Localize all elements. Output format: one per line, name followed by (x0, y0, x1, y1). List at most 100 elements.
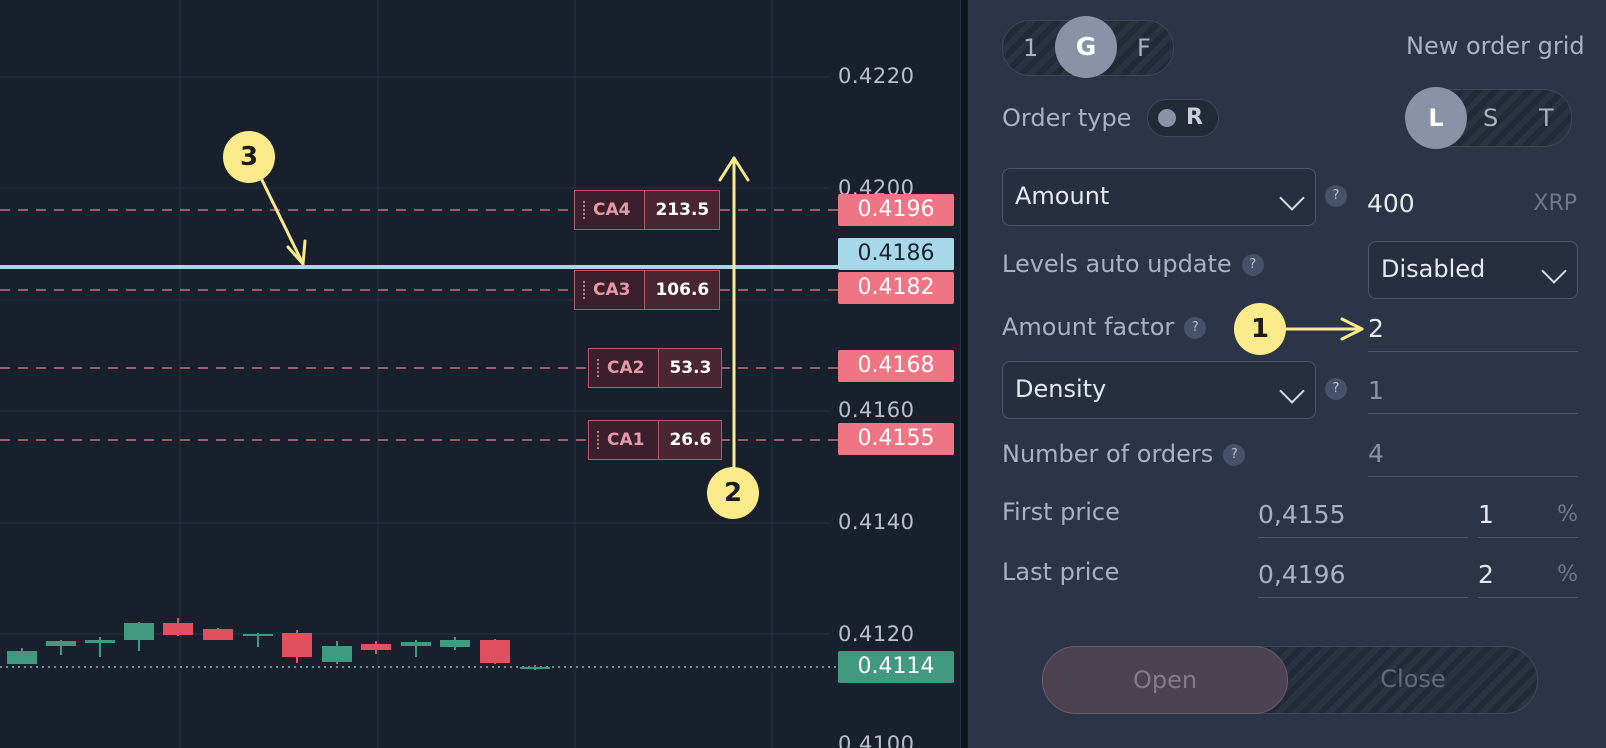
candle-body (7, 651, 37, 664)
order-name: CA3 (589, 271, 646, 309)
amount-factor-help-icon[interactable]: ? (1184, 317, 1207, 339)
drag-handle-icon[interactable] (575, 191, 589, 229)
side-toggle[interactable]: L S T (1405, 87, 1572, 149)
price-tag-ca3: 0.4182 (838, 272, 954, 304)
annotation-arrows (260, 156, 750, 470)
density-input[interactable]: 1 (1368, 362, 1578, 414)
candle-body (401, 642, 431, 646)
mode-option-g[interactable]: G (1055, 16, 1117, 78)
number-of-orders-text: Number of orders (1002, 440, 1214, 468)
axis-price-label: 0.4160 (838, 398, 915, 422)
last-price-value: 0,4196 (1258, 560, 1346, 589)
price-tag-ca1: 0.4155 (838, 423, 954, 455)
order-name: CA2 (603, 349, 660, 387)
last-price-percent: 2 (1478, 560, 1494, 589)
axis-price-label: 0.4120 (838, 622, 915, 646)
side-option-t[interactable]: T (1539, 104, 1554, 132)
price-chart[interactable]: 0.4220 0.4200 0.4160 0.4140 0.4120 0.410… (0, 0, 960, 748)
levels-auto-update-text: Levels auto update (1002, 250, 1232, 278)
order-ca4[interactable]: CA4 213.5 (574, 190, 721, 230)
drag-handle-icon[interactable] (589, 421, 603, 459)
panel-divider[interactable] (960, 0, 969, 748)
order-type-label: Order type (1002, 104, 1132, 132)
first-price-percent: 1 (1478, 500, 1494, 529)
levels-auto-update-value: Disabled (1381, 255, 1486, 283)
candle-body (520, 667, 550, 669)
first-price-percent-input[interactable]: 1 % (1478, 486, 1578, 538)
last-price-label: Last price (1002, 558, 1120, 586)
order-grid-panel: 1 G F New order grid Order type R L S T … (968, 0, 1606, 748)
axis-price-label: 0.4140 (838, 510, 915, 534)
annotation-badge-3: 3 (223, 131, 275, 183)
order-ca1[interactable]: CA1 26.6 (588, 420, 723, 460)
candle-body (243, 634, 273, 636)
candle-body (203, 629, 233, 640)
last-price-input[interactable]: 0,4196 (1258, 546, 1468, 598)
first-price-value: 0,4155 (1258, 500, 1346, 529)
order-ca2[interactable]: CA2 53.3 (588, 348, 723, 388)
order-name: CA1 (603, 421, 660, 459)
number-of-orders-value: 4 (1368, 439, 1384, 468)
chevron-down-icon (1541, 258, 1567, 284)
amount-unit: XRP (1533, 191, 1577, 216)
amount-factor-input[interactable]: 2 (1368, 300, 1578, 352)
drag-handle-icon[interactable] (575, 271, 589, 309)
order-type-toggle-label: R (1186, 105, 1203, 130)
first-price-input[interactable]: 0,4155 (1258, 486, 1468, 538)
number-of-orders-input[interactable]: 4 (1368, 425, 1578, 477)
last-price-tag: 0.4114 (838, 651, 954, 683)
mode-option-1[interactable]: 1 (1023, 34, 1039, 62)
levels-help-icon[interactable]: ? (1241, 254, 1264, 276)
amount-factor-label: Amount factor? (1002, 313, 1207, 341)
amount-value: 400 (1367, 189, 1415, 218)
annotation-badge-1: 1 (1234, 303, 1286, 355)
amount-select[interactable]: Amount (1002, 168, 1316, 226)
order-qty: 53.3 (659, 349, 722, 387)
candle-body (124, 623, 154, 640)
amount-input[interactable]: 400 XRP (1367, 168, 1577, 226)
first-price-label: First price (1002, 498, 1120, 526)
side-option-l[interactable]: L (1405, 87, 1467, 149)
levels-auto-update-label: Levels auto update? (1002, 250, 1264, 278)
order-qty: 26.6 (659, 421, 722, 459)
number-of-orders-help-icon[interactable]: ? (1223, 444, 1246, 466)
price-tag-ca4: 0.4196 (838, 194, 954, 226)
order-ca3[interactable]: CA3 106.6 (574, 270, 721, 310)
density-value: 1 (1368, 376, 1384, 405)
candle-body (322, 646, 352, 662)
order-type-toggle[interactable]: R (1147, 99, 1219, 137)
chevron-down-icon (1279, 378, 1305, 404)
number-of-orders-label: Number of orders? (1002, 440, 1246, 468)
candle-body (282, 633, 312, 657)
mode-option-f[interactable]: F (1137, 34, 1151, 62)
candle-body (440, 640, 470, 647)
axis-price-label: 0.4100 (838, 732, 915, 748)
density-help-icon[interactable]: ? (1325, 378, 1347, 400)
order-name: CA4 (589, 191, 646, 229)
mode-toggle[interactable]: 1 G F (1002, 16, 1174, 78)
side-option-s[interactable]: S (1483, 104, 1499, 132)
panel-title: New order grid (1406, 32, 1585, 60)
percent-unit: % (1557, 502, 1578, 527)
open-button[interactable]: Open (1042, 646, 1288, 714)
order-lines (0, 209, 838, 441)
candle-body (163, 623, 193, 635)
amount-help-icon[interactable]: ? (1325, 185, 1347, 207)
candle-body (46, 641, 76, 646)
axis-price-label: 0.4220 (838, 64, 915, 88)
annotation-arrow-icon (1286, 317, 1364, 341)
chevron-down-icon (1279, 185, 1305, 211)
candle-body (85, 640, 115, 643)
amount-factor-value: 2 (1368, 314, 1384, 343)
order-qty: 213.5 (645, 191, 720, 229)
chart-canvas (0, 0, 838, 748)
close-button[interactable]: Close (1380, 665, 1446, 693)
candle-body (361, 644, 391, 650)
drag-handle-icon[interactable] (589, 349, 603, 387)
last-price-percent-input[interactable]: 2 % (1478, 546, 1578, 598)
density-select-value: Density (1015, 375, 1107, 403)
order-qty: 106.6 (645, 271, 720, 309)
candles (7, 618, 550, 670)
density-select[interactable]: Density (1002, 361, 1316, 419)
levels-auto-update-select[interactable]: Disabled (1368, 241, 1578, 299)
